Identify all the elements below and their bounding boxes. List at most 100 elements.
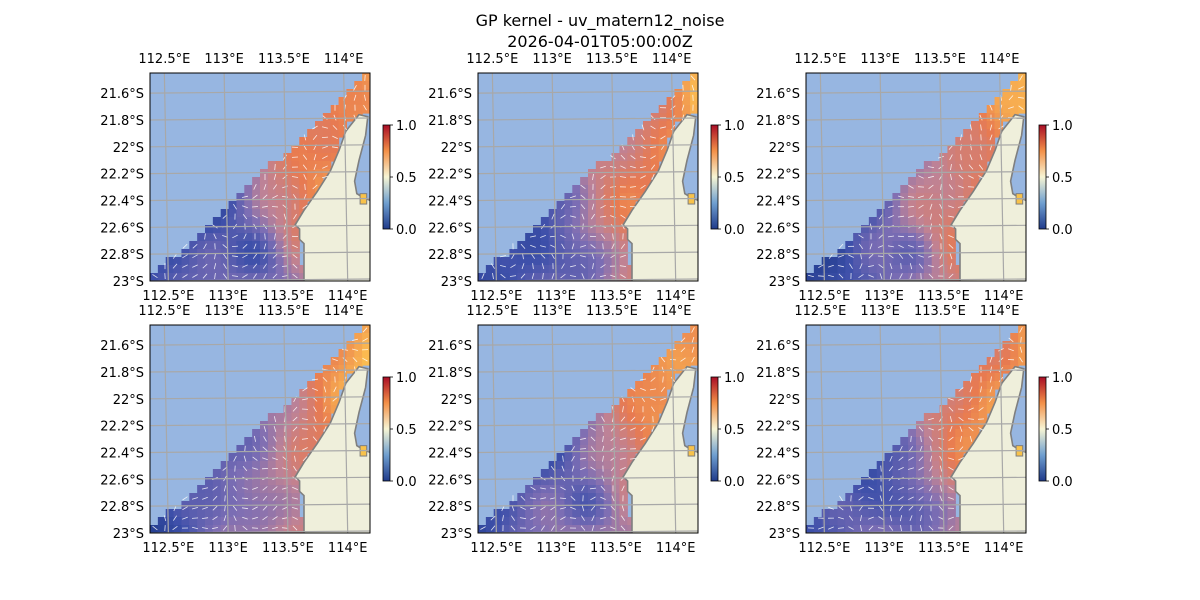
heatmap-cell [619, 461, 628, 470]
heatmap-cell [220, 233, 230, 242]
heatmap-cell [493, 257, 503, 266]
velocity-vector [222, 525, 228, 531]
heatmap-cell [900, 201, 909, 210]
heatmap-cell [564, 517, 573, 526]
gridline-meridian [551, 73, 557, 281]
velocity-vector [600, 517, 606, 520]
gridline-meridian [671, 325, 677, 533]
map-panel: 112.5°E112.5°E113°E113°E113.5°E113.5°E11… [428, 304, 744, 556]
velocity-vector [282, 275, 288, 277]
velocity-vector [262, 516, 268, 521]
velocity-vector [222, 273, 228, 279]
heatmap-cell [658, 357, 668, 366]
heatmap-cell [963, 137, 972, 146]
velocity-vector [940, 485, 942, 492]
heatmap-cell [908, 445, 917, 454]
heatmap-cell [853, 241, 862, 250]
heatmap-cell [1010, 97, 1019, 106]
velocity-vector [680, 337, 686, 343]
heatmap-cell [884, 525, 894, 533]
velocity-vector [253, 446, 257, 452]
heatmap-cell [283, 437, 293, 446]
heatmap-cell [509, 265, 518, 274]
heatmap-cell [267, 437, 277, 446]
velocity-vector [293, 465, 297, 472]
heatmap-cell [525, 517, 534, 526]
heatmap-cell [611, 193, 621, 202]
heatmap-cell [275, 525, 285, 533]
velocity-vector [950, 174, 952, 180]
velocity-vector [958, 446, 964, 452]
heatmap-cell [611, 445, 621, 454]
y-tick-label: 22.4°S [428, 194, 472, 209]
velocity-vector [263, 273, 267, 279]
velocity-vector [580, 525, 586, 531]
velocity-vector [302, 387, 308, 392]
heatmap-cell [588, 445, 597, 454]
heatmap-cell [307, 405, 316, 414]
heatmap-cell [853, 273, 862, 281]
heatmap-cell [595, 257, 605, 266]
velocity-vector [649, 388, 657, 391]
heatmap-cell [611, 153, 621, 162]
heatmap-cell [548, 517, 558, 526]
heatmap-cell [595, 169, 605, 178]
velocity-vector [682, 94, 684, 101]
velocity-vector [233, 203, 237, 210]
velocity-vector [202, 487, 208, 490]
heatmap-cell [315, 153, 324, 162]
heatmap-cell [346, 89, 355, 98]
gridline-parallel [806, 503, 1026, 507]
heatmap-cell [267, 161, 277, 170]
heatmap-cell [338, 97, 348, 106]
heatmap-cell [267, 233, 277, 242]
heatmap-cell [275, 429, 285, 438]
x-tick-label-bottom: 114°E [984, 289, 1024, 304]
heatmap-cell [525, 241, 534, 250]
heatmap-cell [307, 193, 316, 202]
heatmap-cell [322, 153, 332, 162]
heatmap-cell [923, 421, 933, 430]
heatmap-cell [595, 185, 605, 194]
heatmap-cell [939, 453, 949, 462]
y-tick-label: 23°S [113, 527, 144, 542]
heatmap-cell [923, 453, 933, 462]
heatmap-cell [556, 453, 566, 462]
heatmap-cell [275, 233, 285, 242]
heatmap-cell [635, 421, 644, 430]
heatmap-cell [931, 477, 941, 486]
heatmap-cell [923, 477, 933, 486]
y-tick-label: 22°S [769, 141, 800, 156]
heatmap-cell [540, 257, 550, 266]
gridline-meridian [283, 73, 289, 281]
heatmap-cell [315, 429, 324, 438]
velocity-vector [323, 386, 327, 393]
velocity-vector [499, 265, 507, 268]
heatmap-cell [595, 429, 605, 438]
colorbar-tick-label: 1.0 [1052, 371, 1073, 386]
heatmap-cell [1018, 333, 1026, 342]
velocity-vector [281, 527, 289, 529]
heatmap-cell [299, 153, 308, 162]
velocity-vector [1019, 346, 1023, 353]
velocity-vector [579, 457, 587, 460]
heatmap-cell [923, 437, 933, 446]
velocity-vector [182, 496, 188, 501]
velocity-vector [989, 104, 993, 111]
heatmap-cell [595, 233, 605, 242]
heatmap-cell [189, 241, 198, 250]
velocity-vector [949, 253, 953, 260]
heatmap-cell [931, 429, 941, 438]
heatmap-cell [493, 265, 503, 274]
heatmap-cell [682, 97, 691, 106]
heatmap-cell [884, 485, 894, 494]
y-tick-label: 21.6°S [428, 87, 472, 102]
heatmap-cell [322, 365, 332, 374]
heatmap-cell [986, 105, 996, 114]
heatmap-cell [205, 225, 214, 234]
velocity-vector [948, 496, 954, 500]
heatmap-cell [923, 517, 933, 526]
heatmap-cell [603, 445, 613, 454]
heatmap-cell [916, 225, 925, 234]
